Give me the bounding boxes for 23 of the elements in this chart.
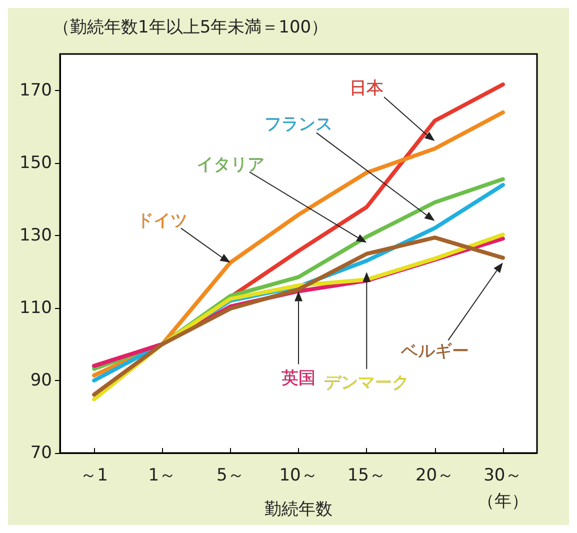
y-tick-label: 90 xyxy=(30,370,52,390)
text: ドイツ xyxy=(136,210,188,231)
text: 英国 xyxy=(282,368,316,388)
x-tick-label: ～1 xyxy=(80,466,108,486)
text: フランス xyxy=(264,114,332,135)
text: （年） xyxy=(477,492,528,512)
y-tick-label: 150 xyxy=(20,152,52,173)
x-tick-label: 5～ xyxy=(216,466,244,486)
y-tick-label: 130 xyxy=(20,225,52,246)
y-tick-label: 170 xyxy=(20,80,52,100)
y-tick-label: 110 xyxy=(20,298,52,318)
text: 日本 xyxy=(350,78,384,98)
text: イタリア xyxy=(196,154,264,175)
x-tick-label: 20～ xyxy=(415,466,454,486)
text: デンマーク xyxy=(324,372,410,393)
text: ベルギー xyxy=(400,341,469,362)
x-tick-label: 15～ xyxy=(347,466,386,486)
x-tick-label: 10～ xyxy=(279,466,318,486)
x-tick-label: 30～ xyxy=(484,466,522,486)
x-axis-title: 勤続年数 xyxy=(264,500,332,520)
chart-title: （勤続年数1年以上5年未満＝100） xyxy=(53,18,328,38)
y-tick-label: 70 xyxy=(30,443,52,463)
x-tick-label: 1～ xyxy=(148,466,176,486)
